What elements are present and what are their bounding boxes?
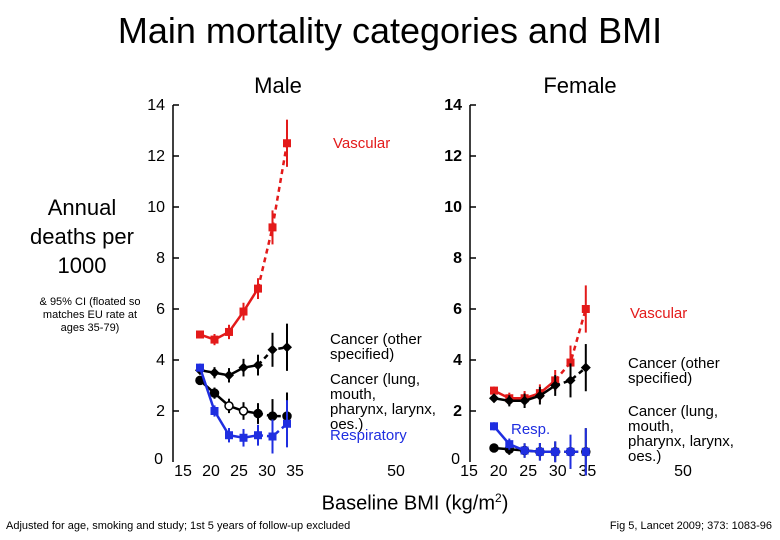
data-point-vascular — [239, 307, 248, 316]
data-point-vascular — [566, 358, 575, 367]
y-tick-label: 6 — [453, 301, 462, 318]
series-label-cancer_lung: Cancer (lung, mouth, pharynx, larynx, oes.) — [628, 403, 734, 465]
data-point-respiratory — [581, 447, 590, 456]
panel-title-female: Female — [543, 73, 616, 98]
data-point-vascular — [581, 305, 590, 313]
data-point-cancer_lung — [238, 406, 249, 416]
data-point-respiratory — [239, 433, 248, 442]
x-tick-label: 20 — [202, 463, 220, 480]
data-point-respiratory — [551, 447, 560, 456]
chart-title: Main mortality categories and BMI — [117, 10, 663, 51]
y-tick-label: 0 — [451, 451, 460, 468]
data-point-cancer_other — [534, 390, 545, 401]
series-label-respiratory: Resp. — [511, 421, 550, 438]
data-point-respiratory — [566, 447, 575, 456]
data-point-cancer_other — [253, 360, 263, 371]
data-point-cancer_other — [550, 380, 561, 391]
x-tick-label: 35 — [579, 463, 597, 480]
y-tick-label: 10 — [147, 199, 165, 216]
x-axis-label-close: ) — [501, 492, 509, 515]
data-point-respiratory — [283, 419, 291, 428]
footer-note: Adjusted for age, smoking and study; 1st… — [6, 520, 351, 532]
data-point-cancer_lung — [267, 411, 278, 421]
data-point-vascular — [254, 284, 262, 293]
data-point-vascular — [268, 223, 277, 232]
x-tick-label: 20 — [490, 463, 508, 480]
data-point-cancer_lung — [253, 408, 263, 419]
data-point-cancer_other — [489, 393, 499, 404]
data-point-respiratory — [196, 363, 204, 372]
series-line-dashed-cancer_lung — [257, 412, 287, 418]
data-point-cancer_other — [282, 342, 292, 353]
x-tick-label: 50 — [387, 463, 405, 480]
y-tick-label: 4 — [156, 352, 165, 369]
y-axis-label: Annual deaths per 1000 — [30, 195, 134, 278]
y-tick-label: 2 — [156, 403, 165, 420]
x-tick-label: 35 — [286, 463, 304, 480]
data-point-vascular — [283, 139, 291, 148]
data-point-respiratory — [505, 440, 514, 449]
series-label-vascular: Vascular — [333, 135, 390, 152]
series-label-vascular: Vascular — [630, 305, 687, 322]
y-tick-label: 4 — [453, 352, 462, 369]
data-point-cancer_other — [580, 362, 591, 373]
series-label-cancer_lung: Cancer (lung, mouth, pharynx, larynx, oes.) — [330, 371, 436, 433]
x-tick-label: 15 — [460, 463, 478, 480]
data-point-vascular — [210, 335, 219, 344]
data-point-respiratory — [490, 422, 498, 431]
y-axis-note: & 95% CI (floated so matches EU rate at … — [39, 296, 141, 334]
data-point-vascular — [225, 327, 233, 336]
data-point-respiratory — [225, 431, 233, 440]
y-tick-label: 0 — [154, 451, 163, 468]
series-line-dashed-cancer_other — [554, 366, 587, 387]
data-point-respiratory — [254, 431, 262, 440]
series-label-cancer_other: Cancer (other specified) — [628, 355, 720, 387]
data-point-respiratory — [268, 432, 277, 441]
y-tick-label: 8 — [453, 250, 462, 267]
data-point-cancer_other — [238, 362, 249, 373]
data-point-vascular — [196, 330, 204, 339]
data-point-cancer_lung — [224, 401, 234, 411]
x-tick-label: 25 — [519, 463, 537, 480]
series-label-cancer_other: Cancer (other specified) — [330, 331, 422, 363]
y-tick-label: 2 — [453, 403, 462, 420]
series-line-dashed-respiratory — [257, 422, 288, 438]
data-point-cancer_other — [224, 370, 234, 381]
data-point-cancer_other — [519, 395, 530, 406]
data-point-respiratory — [535, 447, 544, 456]
data-point-respiratory — [210, 407, 219, 415]
x-tick-label: 30 — [258, 463, 276, 480]
x-tick-label: 25 — [230, 463, 248, 480]
x-axis-label: Baseline BMI (kg/m2) — [0, 491, 780, 516]
series-line-dashed-vascular — [256, 143, 289, 289]
y-tick-label: 14 — [444, 97, 462, 114]
y-tick-label: 10 — [444, 199, 462, 216]
panel-title-male: Male — [254, 73, 302, 98]
x-tick-label: 15 — [174, 463, 192, 480]
data-point-respiratory — [520, 446, 529, 455]
data-point-cancer_other — [209, 367, 220, 378]
x-axis-label-text: Baseline BMI (kg/m — [321, 492, 496, 515]
data-point-cancer_lung — [489, 443, 499, 453]
y-tick-label: 12 — [147, 148, 165, 165]
x-tick-label: 30 — [549, 463, 567, 480]
series-label-respiratory: Respiratory — [330, 427, 407, 444]
footer-citation: Fig 5, Lancet 2009; 373: 1083-96 — [609, 520, 772, 532]
y-tick-label: 6 — [156, 301, 165, 318]
data-point-cancer_lung — [209, 388, 220, 398]
y-tick-label: 8 — [156, 250, 165, 267]
data-point-cancer_other — [565, 375, 576, 386]
x-axis-label-sup: 2 — [495, 491, 502, 505]
y-tick-label: 14 — [147, 97, 165, 114]
y-tick-label: 12 — [444, 148, 462, 165]
data-point-vascular — [490, 386, 498, 395]
x-tick-label: 50 — [674, 463, 692, 480]
data-point-cancer_other — [504, 395, 515, 406]
data-point-cancer_other — [267, 344, 278, 355]
